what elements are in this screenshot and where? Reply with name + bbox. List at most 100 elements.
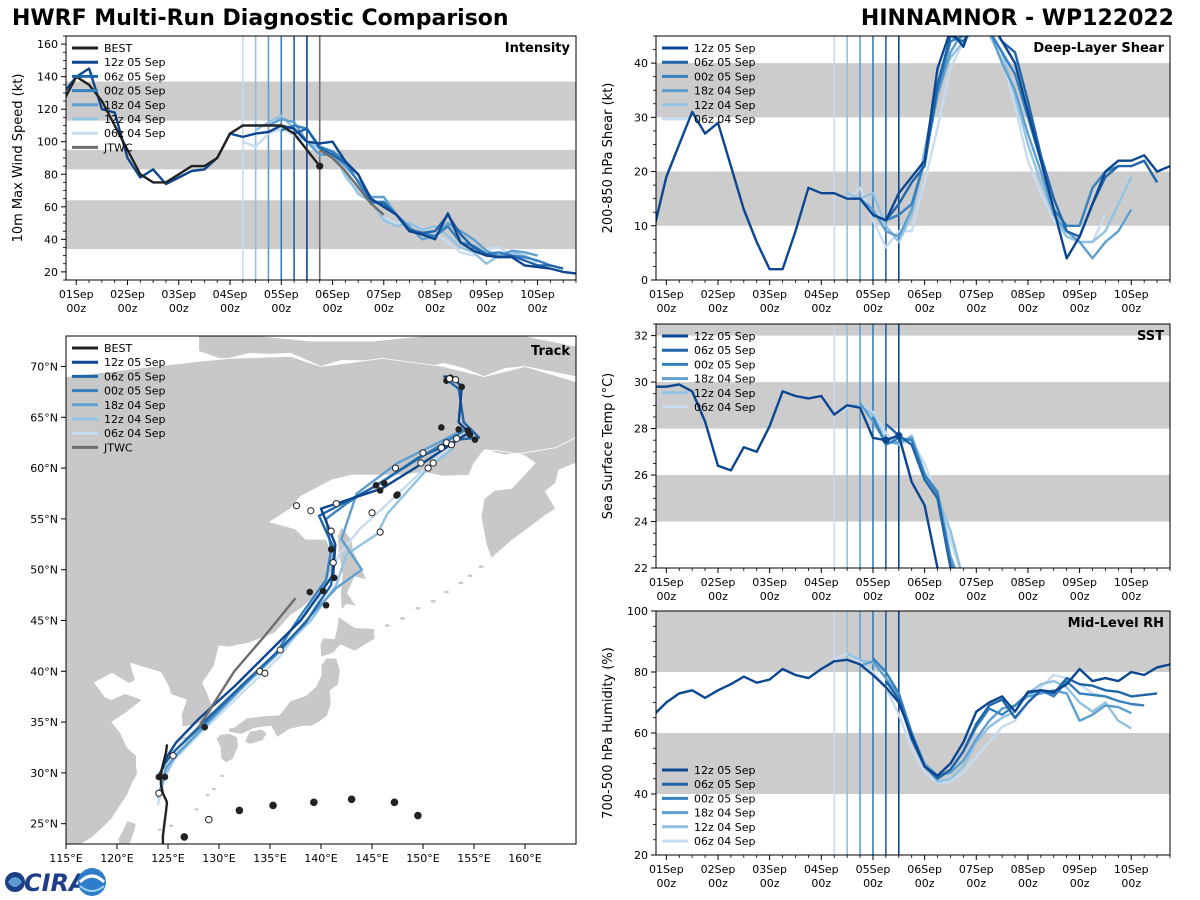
lat-tick-label: 60°N	[30, 462, 58, 475]
x-tick-hour: 00z	[656, 877, 676, 890]
track-point-filled	[306, 588, 314, 596]
x-tick-date: 08Sep	[1011, 576, 1046, 589]
legend-label-jtwc: JTWC	[103, 441, 133, 454]
track-point-open	[329, 558, 337, 567]
track-point-open	[368, 509, 376, 517]
legend-label-06z-05-sep: 06z 05 Sep	[694, 344, 756, 357]
land-taiwan	[117, 820, 137, 844]
panel-title: Intensity	[505, 41, 571, 56]
legend-label-06z-04-sep: 06z 04 Sep	[104, 427, 166, 440]
track-point-filled	[380, 480, 388, 487]
land-kuril-island	[400, 617, 406, 620]
land-kuril-island	[384, 624, 390, 627]
y-tick-label: 22	[634, 562, 648, 575]
y-tick-label: 20	[44, 266, 58, 279]
map-area	[66, 336, 576, 844]
x-tick-date: 01Sep	[59, 288, 94, 301]
land-kuril-island	[478, 565, 484, 568]
series-line-jtwc	[319, 148, 385, 216]
series-line-06z-05-sep	[884, 36, 1159, 238]
y-tick-label: 100	[37, 136, 58, 149]
track-point-filled	[438, 424, 445, 431]
land-hokkaido	[319, 615, 376, 658]
legend-label-12z-04-sep: 12z 04 Sep	[694, 387, 756, 400]
x-tick-date: 06Sep	[907, 863, 942, 876]
track-point-open	[424, 464, 432, 472]
land-kamchatka	[480, 437, 576, 560]
legend-label-jtwc: JTWC	[103, 141, 133, 154]
track-point-open	[261, 669, 269, 677]
x-tick-date: 08Sep	[1011, 863, 1046, 876]
track-point-open	[276, 646, 284, 654]
track-point-open	[292, 502, 301, 510]
x-tick-date: 10Sep	[520, 288, 555, 301]
y-tick-label: 30	[634, 376, 648, 389]
x-tick-hour: 00z	[1121, 877, 1141, 890]
track-point-filled	[327, 546, 335, 553]
x-tick-hour: 00z	[708, 302, 728, 315]
x-tick-date: 04Sep	[804, 576, 839, 589]
x-tick-date: 05Sep	[264, 288, 299, 301]
lat-tick-label: 40°N	[30, 665, 58, 678]
best-track-point	[310, 798, 318, 807]
plot-area	[656, 324, 1170, 568]
shaded-band	[66, 149, 576, 170]
plot-area	[656, 36, 1170, 280]
x-tick-hour: 00z	[708, 590, 728, 603]
y-tick-label: 40	[634, 57, 648, 70]
lat-tick-label: 35°N	[30, 716, 58, 729]
legend-label-00z-05-sep: 00z 05 Sep	[104, 385, 166, 398]
x-tick-date: 04Sep	[213, 288, 248, 301]
land-ryukyu-island	[157, 828, 162, 831]
x-tick-date: 03Sep	[752, 576, 787, 589]
lon-tick-label: 155°E	[457, 852, 490, 865]
y-axis-label: Sea Surface Temp (°C)	[601, 373, 616, 520]
track-point-open	[447, 441, 456, 449]
y-tick-label: 80	[634, 666, 648, 679]
x-tick-date: 06Sep	[315, 288, 350, 301]
best-track-point	[205, 815, 213, 824]
x-tick-date: 03Sep	[161, 288, 196, 301]
legend-label-18z-04-sep: 18z 04 Sep	[104, 99, 166, 112]
y-tick-label: 120	[37, 103, 58, 116]
shaded-band	[656, 324, 1170, 336]
x-tick-hour: 00z	[1070, 302, 1090, 315]
x-tick-date: 06Sep	[907, 576, 942, 589]
land-kuril-island	[415, 606, 421, 610]
legend-label-best: BEST	[104, 342, 132, 355]
x-tick-hour: 00z	[811, 302, 831, 315]
best-track-point	[235, 806, 244, 815]
x-tick-hour: 00z	[1018, 590, 1038, 603]
data-marker	[316, 162, 324, 170]
legend-label-12z-05-sep: 12z 05 Sep	[694, 330, 756, 343]
x-tick-hour: 00z	[374, 302, 394, 315]
y-tick-label: 26	[634, 469, 648, 482]
track-point-open	[307, 507, 315, 515]
x-tick-hour: 00z	[760, 302, 780, 315]
y-tick-label: 40	[44, 233, 58, 246]
shaded-band	[656, 382, 1170, 429]
lon-tick-label: 135°E	[253, 852, 286, 865]
y-tick-label: 32	[634, 330, 648, 343]
lat-tick-label: 45°N	[30, 614, 58, 627]
lat-tick-label: 70°N	[30, 360, 58, 373]
land-kuril-island	[467, 574, 473, 578]
legend-label-12z-04-sep: 12z 04 Sep	[694, 821, 756, 834]
land-shikoku	[243, 728, 268, 745]
lon-tick-label: 150°E	[406, 852, 439, 865]
x-tick-hour: 00z	[323, 302, 343, 315]
x-tick-date: 05Sep	[856, 863, 891, 876]
lon-tick-label: 115°E	[49, 852, 82, 865]
x-tick-date: 03Sep	[752, 863, 787, 876]
x-tick-hour: 00z	[66, 302, 86, 315]
panel-shear: 01020304001Sep00z02Sep00z03Sep00z04Sep00…	[601, 35, 1171, 315]
track-point-filled	[394, 491, 401, 498]
legend-label-06z-04-sep: 06z 04 Sep	[104, 127, 166, 140]
x-tick-date: 05Sep	[856, 576, 891, 589]
x-tick-hour: 00z	[863, 590, 883, 603]
legend-label-12z-04-sep: 12z 04 Sep	[104, 413, 166, 426]
legend-label-12z-05-sep: 12z 05 Sep	[694, 42, 756, 55]
storm-title: HINNAMNOR - WP122022	[860, 6, 1174, 31]
track-point-open	[327, 527, 335, 535]
legend-label-06z-04-sep: 06z 04 Sep	[694, 835, 756, 848]
